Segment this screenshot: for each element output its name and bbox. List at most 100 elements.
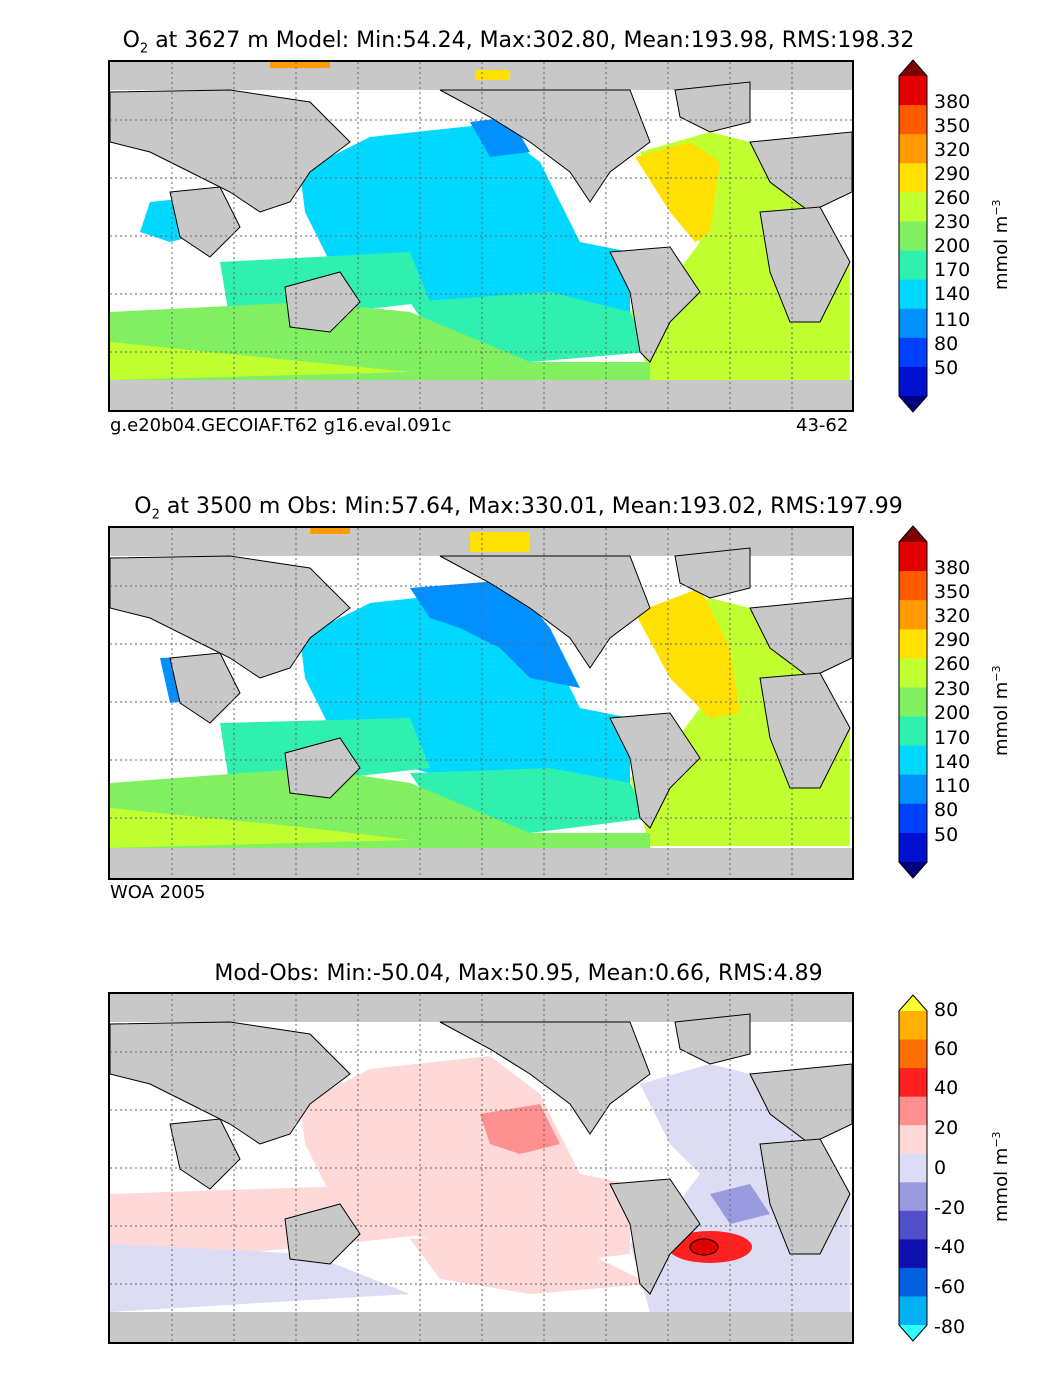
colorbar-tick: 80 [934,799,959,821]
panel2-caption-left: WOA 2005 [110,882,206,903]
colorbar-tick: 110 [934,775,971,797]
colorbar-tick: 230 [934,211,971,233]
panel2-unit-sup: −3 [990,665,1003,682]
colorbar-segment [899,600,927,630]
colorbar-segment [899,832,927,863]
panel1-colorbar [898,59,928,413]
panel2-map [108,526,854,880]
colorbar-segment [899,279,927,310]
colorbar-segment [899,163,927,193]
panel1-caption-left: g.e20b04.GECOIAF.T62 g16.eval.091c [110,415,452,436]
panel1-unit-text: mmol m [991,215,1012,290]
colorbar-outline [898,59,928,413]
panel3-title: Mod-Obs: Min:-50.04, Max:50.95, Mean:0.6… [214,961,823,986]
colorbar-tick: 80 [934,999,959,1021]
colorbar-segment [899,1267,927,1297]
panel3-colorbar [898,994,928,1342]
colorbar-tick: 260 [934,653,971,675]
panel3-map [108,992,854,1344]
colorbar-segment [899,1125,927,1155]
colorbar-segment [899,337,927,368]
colorbar-tick: 170 [934,259,971,281]
colorbar-tick: 290 [934,163,971,185]
colorbar-extend-bottom [899,1325,927,1341]
panel3-unit-label: mmol m−3 [990,1131,1012,1222]
colorbar-segment [899,542,927,572]
colorbar-tick: 200 [934,235,971,257]
colorbar-tick: 260 [934,187,971,209]
colorbar-extend-top [899,995,927,1011]
colorbar-segment [899,571,927,601]
colorbar-segment [899,1210,927,1240]
colorbar-tick: 290 [934,629,971,651]
colorbar-tick: 320 [934,139,971,161]
colorbar-tick: 140 [934,751,971,773]
colorbar-segment [899,803,927,834]
panel3-unit-text: mmol m [991,1147,1012,1222]
colorbar-tick: 20 [934,1117,959,1139]
colorbar-tick: 350 [934,115,971,137]
colorbar-tick: 60 [934,1038,959,1060]
colorbar-segment [899,134,927,164]
colorbar-extend-top [899,526,927,542]
panel1-map [108,60,854,412]
colorbar-segment [899,1011,927,1041]
panel1-unit-sup: −3 [990,199,1003,216]
panel2-unit-text: mmol m [991,681,1012,756]
colorbar-tick: 380 [934,91,971,113]
colorbar-tick: 140 [934,283,971,305]
colorbar-segment [899,629,927,659]
colorbar-outline [898,994,928,1342]
panel1-title-sub: 2 [139,41,149,57]
colorbar-tick: 50 [934,357,959,379]
colorbar-tick: 170 [934,727,971,749]
colorbar-tick: 80 [934,333,959,355]
colorbar-segment [899,192,927,222]
panel1-title-symbol: O [122,28,140,53]
panel2-title: O2 at 3500 m Obs: Min:57.64, Max:330.01,… [0,494,1037,528]
colorbar-tick: -80 [934,1316,966,1338]
colorbar-segment [899,221,927,252]
colorbar-segment [899,716,927,747]
colorbar-segment [899,1182,927,1212]
panel3-unit-sup: −3 [990,1131,1003,1148]
colorbar-segment [899,1039,927,1069]
colorbar-tick: -20 [934,1197,966,1219]
colorbar-tick: 320 [934,605,971,627]
colorbar-outline [898,525,928,879]
colorbar-tick: 200 [934,702,971,724]
colorbar-segment [899,250,927,281]
colorbar-segment [899,658,927,688]
colorbar-tick: -40 [934,1236,966,1258]
colorbar-tick: -60 [934,1276,966,1298]
colorbar-tick: 0 [934,1157,947,1179]
colorbar-segment [899,1153,927,1183]
colorbar-tick: 230 [934,678,971,700]
colorbar-extend-bottom [899,862,927,878]
colorbar-segment [899,308,927,339]
colorbar-tick: 350 [934,581,971,603]
colorbar-tick: 40 [934,1077,959,1099]
colorbar-tick: 110 [934,309,971,331]
panel2-colorbar [898,525,928,879]
panel2-title-symbol: O [134,494,152,519]
panel1-title-rest: at 3627 m Model: Min:54.24, Max:302.80, … [148,28,915,53]
colorbar-segment [899,1296,927,1326]
panel1-unit-label: mmol m−3 [990,199,1012,290]
panel2-title-rest: at 3500 m Obs: Min:57.64, Max:330.01, Me… [159,494,903,519]
panel1-caption-right: 43-62 [796,415,849,436]
panel2-unit-label: mmol m−3 [990,665,1012,756]
colorbar-segment [899,76,927,106]
colorbar-extend-top [899,60,927,76]
panel1-title: O2 at 3627 m Model: Min:54.24, Max:302.8… [0,28,1037,62]
colorbar-segment [899,1239,927,1269]
panel2-title-sub: 2 [151,507,160,523]
colorbar-segment [899,1096,927,1126]
colorbar-tick: 50 [934,824,959,846]
colorbar-segment [899,1068,927,1098]
colorbar-segment [899,105,927,135]
colorbar-tick: 380 [934,557,971,579]
colorbar-segment [899,774,927,805]
colorbar-segment [899,366,927,397]
colorbar-extend-bottom [899,396,927,412]
